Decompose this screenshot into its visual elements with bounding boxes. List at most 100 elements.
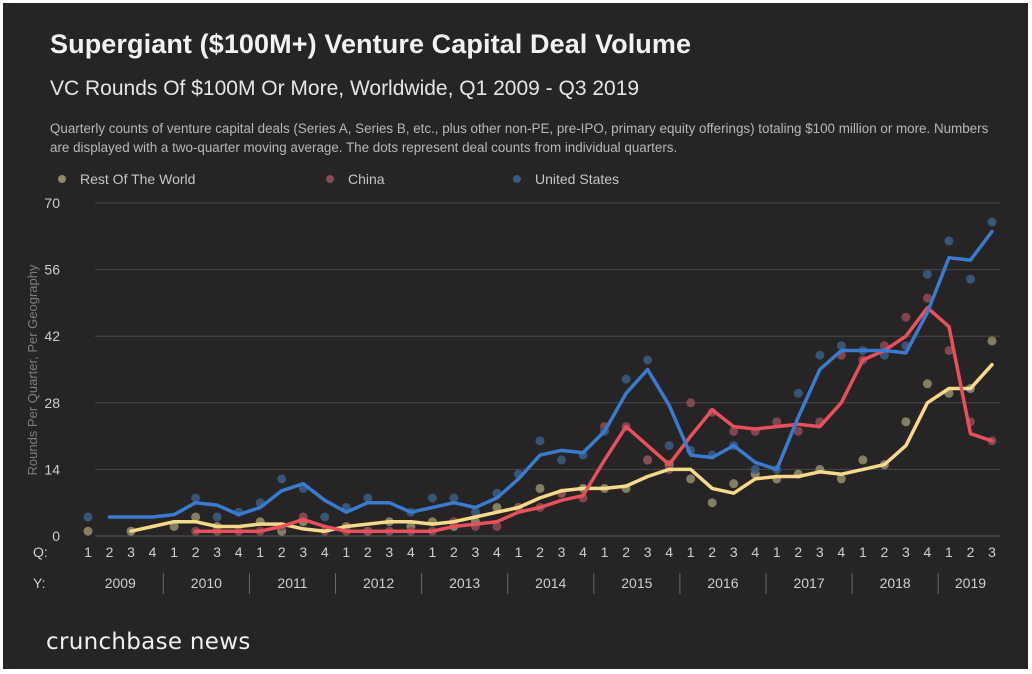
quarter-tick-label: 3 xyxy=(213,544,221,560)
quarter-tick-label: 1 xyxy=(945,544,953,560)
y-tick-label: 14 xyxy=(44,461,60,477)
data-point xyxy=(707,498,717,508)
quarter-tick-label: 4 xyxy=(924,544,932,560)
quarter-tick-label: 1 xyxy=(859,544,867,560)
data-point xyxy=(643,455,653,465)
quarter-tick-label: 2 xyxy=(880,544,888,560)
data-point xyxy=(191,493,201,503)
legend-dot-icon xyxy=(58,175,66,183)
quarter-tick-label: 1 xyxy=(773,544,781,560)
chart-title: Supergiant ($100M+) Venture Capital Deal… xyxy=(50,29,692,59)
data-point xyxy=(793,388,803,398)
quarter-tick-label: 3 xyxy=(902,544,910,560)
quarter-tick-label: 3 xyxy=(127,544,135,560)
series-line-rest-of-the-world xyxy=(129,362,994,533)
data-point xyxy=(686,398,696,408)
data-point xyxy=(191,512,201,522)
data-point xyxy=(470,507,480,517)
q-axis-label: Q: xyxy=(33,544,48,560)
quarter-tick-label: 3 xyxy=(816,544,824,560)
data-point xyxy=(212,512,222,522)
quarter-tick-label: 1 xyxy=(256,544,264,560)
data-point xyxy=(535,483,545,493)
y-tick-label: 56 xyxy=(44,262,60,278)
data-point xyxy=(922,379,932,389)
data-point xyxy=(492,502,502,512)
quarter-tick-label: 4 xyxy=(493,544,501,560)
data-point xyxy=(277,474,287,484)
year-tick-label: 2012 xyxy=(363,575,394,591)
quarter-tick-label: 2 xyxy=(622,544,630,560)
series-line-united-states xyxy=(107,229,994,519)
data-point xyxy=(621,374,631,384)
data-point xyxy=(922,293,932,303)
y-axis-title: Rounds Per Quarter, Per Geography xyxy=(25,264,40,476)
legend-item-united-states[interactable]: United States xyxy=(513,171,619,187)
quarter-tick-label: 1 xyxy=(342,544,350,560)
quarter-tick-label: 4 xyxy=(751,544,759,560)
quarter-tick-label: 3 xyxy=(385,544,393,560)
data-point xyxy=(320,512,330,522)
year-tick-label: 2019 xyxy=(955,575,986,591)
year-tick-label: 2010 xyxy=(191,575,222,591)
quarter-tick-label: 1 xyxy=(84,544,92,560)
data-point xyxy=(750,464,760,474)
chart-description: Quarterly counts of venture capital deal… xyxy=(50,121,989,155)
data-point xyxy=(987,217,997,227)
data-point xyxy=(729,479,739,489)
quarter-tick-label: 4 xyxy=(407,544,415,560)
quarter-tick-label: 2 xyxy=(278,544,286,560)
legend-label: China xyxy=(348,171,385,187)
legend-item-rest-of-world[interactable]: Rest Of The World xyxy=(58,171,195,187)
legend-label: United States xyxy=(535,171,620,187)
y-tick-label: 0 xyxy=(52,528,60,544)
data-point xyxy=(815,350,825,360)
legend-dot-icon xyxy=(326,175,334,183)
data-point xyxy=(664,441,674,451)
y-tick-label: 70 xyxy=(44,195,60,211)
gridlines xyxy=(95,202,1000,537)
data-point xyxy=(643,355,653,365)
quarter-tick-label: 1 xyxy=(170,544,178,560)
y-tick-labels: 0 14 28 42 56 70 xyxy=(44,195,60,544)
quarter-tick-label: 3 xyxy=(988,544,996,560)
legend-dot-icon xyxy=(513,175,521,183)
data-point xyxy=(449,493,459,503)
data-point xyxy=(772,417,782,427)
quarter-tick-label: 3 xyxy=(558,544,566,560)
year-tick-label: 2014 xyxy=(535,575,566,591)
quarter-tick-label: 4 xyxy=(235,544,243,560)
quarter-tick-label: 2 xyxy=(967,544,975,560)
data-point xyxy=(836,474,846,484)
year-tick-label: 2018 xyxy=(880,575,911,591)
y-tick-label: 42 xyxy=(44,328,60,344)
data-point xyxy=(729,426,739,436)
year-tick-label: 2017 xyxy=(793,575,824,591)
data-point xyxy=(922,269,932,279)
chart-subtitle: VC Rounds Of $100M Or More, Worldwide, Q… xyxy=(50,77,640,100)
quarter-tick-label: 2 xyxy=(450,544,458,560)
quarter-tick-label: 1 xyxy=(601,544,609,560)
data-point xyxy=(557,455,567,465)
data-point xyxy=(83,512,93,522)
quarter-tick-label: 4 xyxy=(665,544,673,560)
quarter-tick-label: 2 xyxy=(106,544,114,560)
year-tick-label: 2009 xyxy=(105,575,136,591)
data-point xyxy=(858,455,868,465)
data-point xyxy=(427,493,437,503)
legend-item-china[interactable]: China xyxy=(326,171,385,187)
series-lines xyxy=(107,229,994,533)
quarter-tick-label: 2 xyxy=(536,544,544,560)
year-tick-label: 2013 xyxy=(449,575,480,591)
quarter-tick-label: 3 xyxy=(472,544,480,560)
data-point xyxy=(363,493,373,503)
year-tick-label: 2016 xyxy=(707,575,738,591)
crunchbase-news-logo: crunchbase news xyxy=(46,629,251,655)
quarter-tick-label: 3 xyxy=(299,544,307,560)
y-tick-label: 28 xyxy=(44,395,60,411)
data-point xyxy=(901,417,911,427)
data-point xyxy=(535,436,545,446)
quarter-tick-label: 3 xyxy=(730,544,738,560)
